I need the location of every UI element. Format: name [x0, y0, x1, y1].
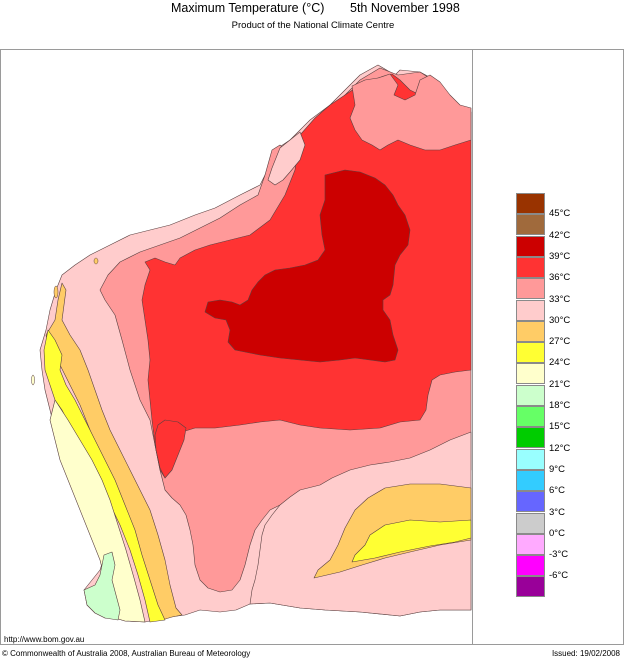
temperature-map	[31, 64, 472, 623]
legend-label: 18°C	[549, 400, 571, 411]
legend-swatch	[516, 469, 545, 491]
issued-date: Issued: 19/02/2008	[551, 649, 620, 658]
zone-24-27-southcoast	[351, 519, 472, 563]
legend-swatch	[516, 299, 545, 321]
zone-36-39-pocket	[154, 419, 187, 479]
chart-title: Maximum Temperature (°C) 5th November 19…	[0, 0, 626, 18]
subtitle: Product of the National Climate Centre	[231, 20, 395, 31]
zone-30-33-peninsula	[267, 131, 306, 186]
legend-swatch	[516, 256, 545, 278]
legend-swatch	[516, 427, 545, 449]
zone-18-21-southwest	[83, 551, 121, 621]
legend-label: 42°C	[549, 229, 571, 241]
legend-swatch	[516, 512, 545, 534]
legend-swatch	[516, 363, 545, 385]
legend-label: 6°C	[549, 485, 565, 497]
island	[93, 257, 99, 265]
legend-swatch	[516, 384, 545, 406]
copyright-notice: © Commonwealth of Australia 2008, Austra…	[2, 649, 251, 658]
zone-39-42	[204, 169, 411, 363]
legend-label: -6°C	[549, 570, 569, 582]
legend-swatch	[516, 448, 545, 470]
legend-label: 12°C	[549, 442, 571, 454]
legend-swatch	[516, 320, 545, 342]
island	[31, 374, 35, 386]
legend-label: 3°C	[549, 506, 565, 518]
legend-label: 0°C	[549, 527, 565, 539]
legend-label: 21°C	[549, 378, 571, 390]
legend-label: 27°C	[549, 336, 571, 348]
zone-24-27-west	[43, 329, 166, 623]
legend-swatch	[516, 342, 545, 364]
legend-swatch	[516, 555, 545, 577]
source-url[interactable]: http://www.bom.gov.au	[4, 635, 85, 644]
island	[53, 285, 59, 299]
legend-label: 15°C	[549, 421, 571, 433]
legend-label: 33°C	[549, 293, 571, 305]
frame-divider	[472, 49, 473, 645]
map-frame	[0, 49, 624, 645]
legend-swatch	[516, 533, 545, 555]
zone-27-30-west	[45, 282, 183, 621]
legend-label: -3°C	[549, 549, 569, 561]
legend-swatch	[516, 235, 545, 257]
legend-label: 45°C	[549, 208, 571, 220]
title-date: 5th November 1998	[350, 1, 460, 15]
legend-swatch	[516, 576, 545, 598]
legend-swatch	[516, 214, 545, 236]
legend-label: 39°C	[549, 250, 571, 262]
legend-label: 30°C	[549, 314, 571, 326]
legend-swatch	[516, 278, 545, 300]
legend-swatch	[516, 491, 545, 513]
legend-label: 24°C	[549, 357, 571, 369]
legend-swatch	[516, 193, 545, 214]
legend-label: 9°C	[549, 463, 565, 475]
legend-label: 36°C	[549, 272, 571, 284]
legend-swatch	[516, 406, 545, 427]
zone-33-36-kimberley	[349, 73, 472, 151]
title-variable: Maximum Temperature (°C)	[171, 1, 325, 15]
